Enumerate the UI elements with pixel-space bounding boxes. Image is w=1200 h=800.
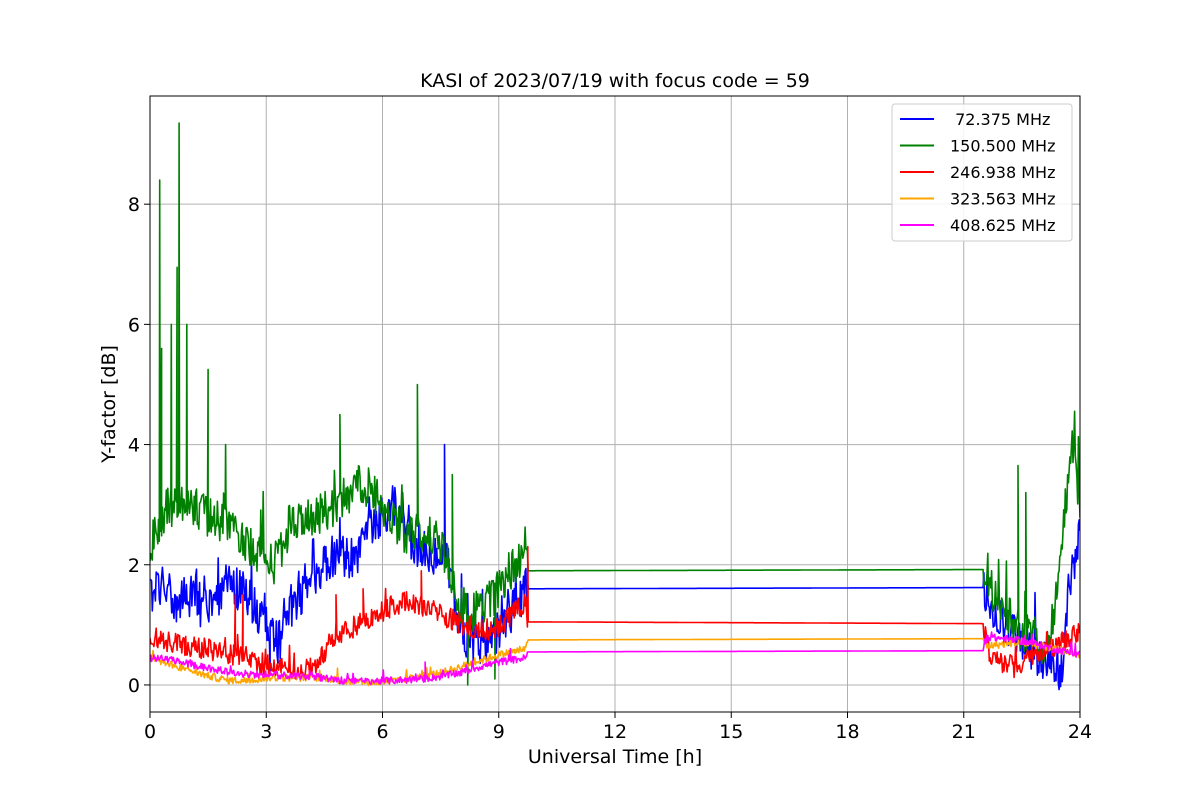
x-tick-label: 9 (493, 721, 505, 743)
x-tick-label: 15 (719, 721, 743, 743)
y-tick-label: 8 (128, 194, 140, 216)
legend-box (891, 103, 1073, 242)
series-line-4 (150, 631, 1080, 686)
chart-title: KASI of 2023/07/19 with focus code = 59 (420, 70, 810, 92)
series-layer (150, 122, 1080, 691)
x-tick-label: 3 (260, 721, 272, 743)
legend-label: 323.563 MHz (950, 190, 1055, 209)
y-tick-label: 4 (128, 435, 140, 457)
x-tick-label: 12 (603, 721, 627, 743)
legend: 72.375 MHz 150.500 MHz 246.938 MHz 323.563 … (891, 103, 1073, 242)
x-tick-label: 24 (1068, 721, 1092, 743)
x-tick-label: 21 (952, 721, 976, 743)
y-tick-label: 6 (128, 314, 140, 336)
series-line-1 (150, 122, 1080, 686)
y-tick-label: 0 (128, 675, 140, 697)
x-tick-label: 6 (376, 721, 388, 743)
legend-label: 246.938 MHz (950, 163, 1055, 182)
legend-label: 72.375 MHz (950, 110, 1050, 129)
x-tick-label: 18 (835, 721, 859, 743)
x-tick-label: 0 (144, 721, 156, 743)
series-line-0 (150, 443, 1080, 691)
y-tick-label: 2 (128, 555, 140, 577)
x-axis-label: Universal Time [h] (528, 746, 702, 768)
legend-label: 408.625 MHz (950, 216, 1055, 235)
legend-label: 150.500 MHz (950, 137, 1055, 156)
y-axis-label: Y-factor [dB] (98, 345, 120, 464)
